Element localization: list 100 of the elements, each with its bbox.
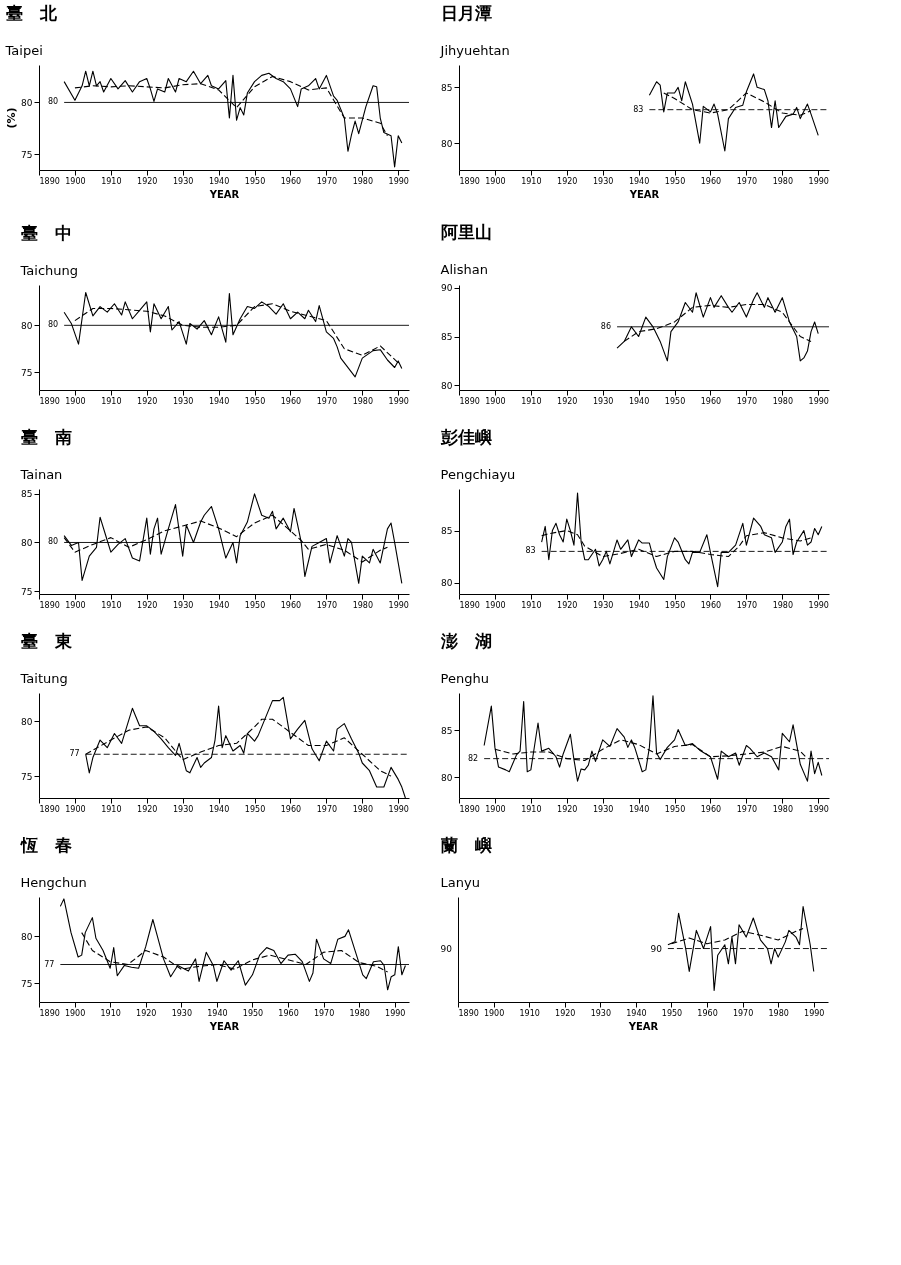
chart-subtitle: Alishan	[440, 261, 488, 277]
x-tick-label: 1900	[485, 396, 506, 406]
x-tick-label: 1980	[352, 176, 373, 186]
x-tick-label: 1920	[557, 804, 578, 814]
y-tick-label: 85	[441, 332, 453, 343]
x-tick-label: 1940	[207, 1008, 228, 1018]
chart-title: 蘭 嶼	[439, 835, 492, 855]
x-tick-label: 1890	[39, 176, 60, 186]
x-tick-label: 1970	[736, 804, 758, 814]
chart-subtitle: Taichung	[19, 263, 79, 278]
y-tick-label: 80	[441, 578, 453, 589]
y-tick-label: 80	[441, 138, 453, 149]
x-tick-label: 1940	[628, 396, 650, 406]
x-tick-label: 1920	[557, 600, 578, 610]
x-tick-label: 1960	[280, 600, 302, 610]
x-tick-label: 1980	[352, 804, 373, 814]
x-tick-label: 1960	[700, 600, 722, 610]
chart-subtitle: Pengchiayu	[440, 467, 516, 482]
x-tick-label: 1970	[313, 1008, 335, 1018]
chart-subtitle: Hengchun	[20, 875, 87, 890]
x-tick-label: 1940	[628, 176, 650, 186]
x-tick-label: 1930	[173, 804, 194, 814]
y-tick-label: 80	[21, 320, 33, 331]
x-tick-label: 1990	[808, 804, 829, 814]
x-tick-label: 1990	[808, 176, 829, 186]
chart-title: 恆 春	[19, 835, 72, 855]
x-tick-label: 1940	[208, 176, 230, 186]
x-tick-label: 1970	[736, 176, 758, 186]
chart-subtitle: Tainan	[19, 467, 63, 482]
x-tick-label: 1900	[65, 804, 86, 814]
x-tick-label: 1950	[664, 176, 686, 186]
x-tick-label: 1900	[65, 396, 86, 406]
x-tick-label: 1980	[772, 600, 793, 610]
x-tick-label: 1910	[519, 1008, 540, 1018]
x-tick-label: 1910	[521, 804, 542, 814]
x-tick-label: 1930	[590, 1008, 611, 1018]
x-tick-label: 1930	[173, 600, 194, 610]
x-tick-label: 1970	[316, 804, 338, 814]
x-tick-label: 1960	[697, 1008, 718, 1018]
x-tick-label: 1980	[352, 600, 373, 610]
y-tick-label: 80	[21, 537, 33, 548]
x-axis-title: YEAR	[208, 188, 240, 200]
x-tick-label: 1920	[557, 396, 578, 406]
x-tick-label: 1930	[593, 804, 614, 814]
x-tick-label: 1980	[772, 804, 793, 814]
ref-line-label: 77	[69, 749, 80, 759]
x-tick-label: 1930	[173, 176, 194, 186]
x-tick-label: 1910	[101, 804, 122, 814]
x-tick-label: 1970	[316, 600, 338, 610]
annotation: 90	[650, 943, 663, 954]
x-tick-label: 1970	[316, 396, 338, 406]
x-tick-label: 1890	[39, 1008, 60, 1018]
y-tick-label: 75	[21, 149, 33, 160]
y-tick-label: 80	[21, 931, 33, 942]
chart-subtitle: Lanyu	[440, 875, 480, 890]
x-tick-label: 1930	[593, 176, 614, 186]
x-tick-label: 1990	[804, 1008, 825, 1018]
x-tick-label: 1940	[208, 396, 230, 406]
x-tick-label: 1980	[768, 1008, 789, 1018]
chart-title: 臺 東	[20, 631, 73, 651]
x-tick-label: 1990	[808, 396, 829, 406]
x-tick-label: 1980	[349, 1008, 370, 1018]
x-tick-label: 1920	[555, 1008, 576, 1018]
y-tick-label: 75	[21, 586, 33, 597]
y-tick-label: 90	[441, 283, 453, 294]
x-tick-label: 1920	[137, 804, 158, 814]
x-axis-title: YEAR	[627, 1020, 659, 1032]
x-tick-label: 1950	[244, 176, 266, 186]
x-tick-label: 1900	[64, 1008, 86, 1018]
x-tick-label: 1910	[100, 1008, 121, 1018]
chart-title: 臺 南	[20, 427, 72, 447]
x-tick-label: 1990	[385, 1008, 406, 1018]
x-tick-label: 1960	[700, 396, 722, 406]
x-tick-label: 1890	[39, 600, 60, 610]
x-tick-label: 1970	[732, 1008, 754, 1018]
y-tick-label: 85	[441, 526, 453, 537]
x-tick-label: 1910	[101, 600, 122, 610]
x-tick-label: 1990	[388, 396, 409, 406]
x-tick-label: 1960	[278, 1008, 299, 1018]
x-tick-label: 1960	[280, 804, 302, 814]
x-tick-label: 1900	[65, 600, 86, 610]
x-tick-label: 1990	[808, 600, 829, 610]
x-tick-label: 1970	[736, 600, 758, 610]
x-tick-label: 1950	[244, 396, 266, 406]
chart-title: 澎 湖	[439, 631, 492, 651]
x-tick-label: 1950	[664, 804, 686, 814]
x-tick-label: 1960	[700, 804, 722, 814]
x-tick-label: 1990	[388, 176, 409, 186]
x-tick-label: 1900	[483, 1008, 505, 1018]
x-tick-label: 1980	[772, 176, 793, 186]
chart-subtitle: Taipei	[4, 43, 43, 58]
y-tick-label: 80	[441, 772, 453, 783]
x-tick-label: 1890	[459, 804, 480, 814]
x-tick-label: 1950	[664, 396, 686, 406]
chart-title: 臺 北	[5, 3, 58, 23]
x-tick-label: 1930	[173, 396, 194, 406]
y-tick-label: 75	[21, 367, 33, 378]
ref-line-label: 80	[47, 97, 59, 107]
x-tick-label: 1900	[485, 176, 506, 186]
x-tick-label: 1920	[136, 1008, 157, 1018]
